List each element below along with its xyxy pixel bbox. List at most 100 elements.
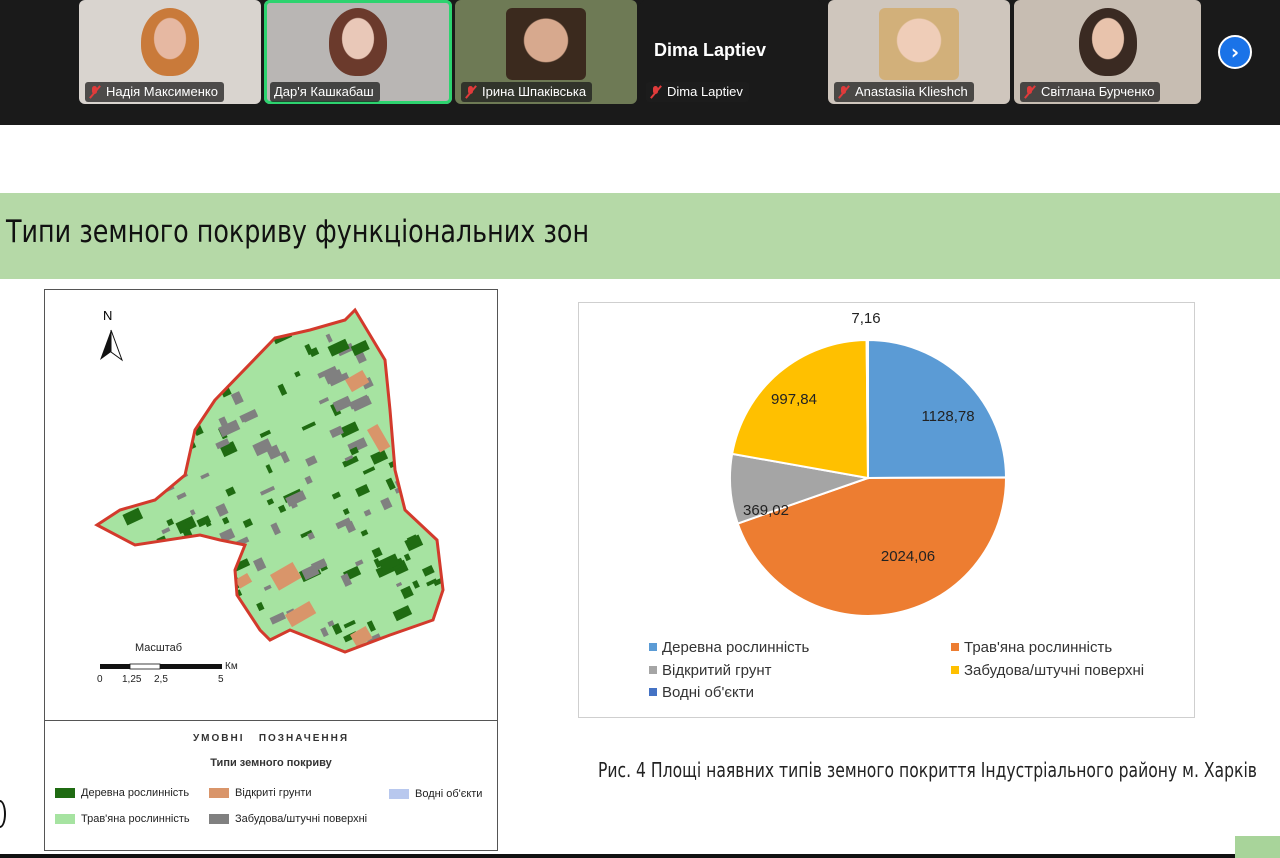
built-patch	[250, 631, 260, 642]
legend-label: Деревна рослинність	[81, 787, 190, 799]
mic-muted-icon	[89, 85, 101, 98]
tree-patch	[190, 631, 203, 641]
built-patch	[217, 372, 230, 384]
tree-patch	[289, 314, 301, 324]
participant-tile[interactable]: Світлана Бурчeнко	[1014, 0, 1201, 104]
participant-name: Надія Максименко	[106, 84, 218, 99]
built-patch	[263, 310, 275, 323]
tree-patch	[214, 544, 223, 557]
participant-tile[interactable]: Anastasiia Klieshch	[828, 0, 1010, 104]
participant-name: Ірина Шпаківська	[482, 84, 587, 99]
pie-slice	[867, 338, 1008, 480]
tree-patch	[362, 466, 376, 475]
tree-patch	[331, 491, 341, 500]
built-patch	[131, 312, 142, 325]
participant-tile-no-video[interactable]: Dima Laptiev	[640, 0, 822, 104]
tree-patch	[338, 421, 360, 438]
soil-patch	[270, 562, 302, 591]
tree-patch	[415, 343, 434, 359]
tree-patch	[213, 339, 230, 350]
participant-video	[329, 8, 387, 76]
tree-patch	[138, 310, 155, 319]
legend-item-tree: Деревна рослинність	[55, 787, 189, 799]
tree-patch	[228, 335, 242, 346]
bottom-edge-bar	[0, 854, 1235, 858]
built-patch	[269, 611, 287, 625]
tree-patch	[196, 515, 212, 528]
built-patch	[139, 550, 157, 561]
built-patch	[380, 497, 393, 511]
built-patch	[415, 486, 437, 504]
legend-label: Відкриті грунти	[235, 787, 312, 799]
tree-patch	[370, 449, 389, 465]
built-patch	[402, 454, 409, 460]
built-patch	[175, 382, 190, 397]
tree-patch	[277, 383, 288, 396]
built-patch	[431, 340, 443, 356]
participant-tile[interactable]: Ірина Шпаківська	[455, 0, 637, 104]
pie-chart-frame: 1128,78 2024,06 369,02 997,84 7,16 Деревна ро…	[578, 302, 1195, 718]
scale-tick: 5	[218, 674, 224, 685]
tree-patch	[392, 605, 413, 622]
tree-patch	[267, 324, 279, 335]
tree-patch	[305, 313, 320, 324]
tree-patch	[136, 370, 147, 378]
tree-patch	[366, 620, 376, 632]
pie-data-label: 369,02	[743, 502, 789, 519]
tree-patch	[327, 338, 350, 357]
grass-area	[97, 310, 443, 652]
tree-patch	[166, 518, 175, 527]
built-patch	[405, 446, 420, 460]
tree-patch	[156, 318, 179, 338]
built-patch	[161, 527, 171, 535]
north-arrow-icon	[100, 329, 124, 362]
mic-muted-icon	[838, 85, 850, 98]
pie-data-label: 997,84	[771, 391, 817, 408]
participant-tile-active-speaker[interactable]: Дар'я Кашкабаш	[264, 0, 452, 104]
built-patch	[179, 549, 195, 562]
tree-patch	[397, 452, 409, 460]
built-patch	[285, 490, 307, 507]
legend-swatch	[55, 788, 75, 798]
tree-patch	[211, 621, 226, 637]
built-patch	[437, 310, 443, 320]
tree-patch	[102, 485, 123, 503]
tree-patch	[421, 565, 435, 577]
built-patch	[146, 475, 157, 483]
built-patch	[249, 327, 271, 343]
built-patch	[329, 425, 344, 439]
land-cover-map: N Масштаб Км 0 1,25 2,5 5 УМОВНІ ПОЗНАЧЕ…	[44, 289, 498, 851]
pie-slice	[730, 338, 870, 480]
tree-patch	[180, 581, 189, 590]
tree-patch	[284, 323, 297, 332]
mic-muted-icon	[650, 85, 662, 98]
built-patch	[126, 321, 141, 335]
pie-chart: 1128,78 2024,06 369,02 997,84 7,16 Деревна ро…	[649, 310, 1144, 701]
tree-patch	[426, 578, 438, 587]
built-patch	[325, 333, 333, 343]
participant-tile[interactable]: Надія Максименко	[79, 0, 261, 104]
legend-item-built: Забудова/штучні поверхні	[209, 813, 367, 825]
tree-patch	[141, 550, 160, 567]
legend-heading: УМОВНІ ПОЗНАЧЕННЯ	[192, 733, 350, 744]
tree-patch	[360, 529, 369, 537]
legend-item-water: Водні об'єкти	[389, 788, 482, 800]
next-participants-button[interactable]: ›	[1218, 35, 1252, 69]
tree-patch	[143, 561, 154, 569]
tree-patch	[230, 611, 249, 628]
built-patch	[427, 405, 443, 422]
participant-name-chip: Anastasiia Klieshch	[834, 82, 974, 102]
built-patch	[116, 557, 130, 570]
tree-patch	[386, 368, 398, 381]
built-patch	[304, 475, 313, 485]
built-patch	[310, 558, 328, 572]
tree-patch	[97, 426, 113, 439]
built-patch	[97, 413, 109, 427]
scale-tick: 2,5	[154, 674, 168, 685]
tree-patch	[400, 585, 414, 600]
built-patch	[202, 330, 211, 339]
built-patch	[363, 509, 372, 517]
built-patch	[263, 584, 272, 591]
tree-patch	[222, 356, 244, 372]
legend-swatch	[649, 688, 657, 696]
